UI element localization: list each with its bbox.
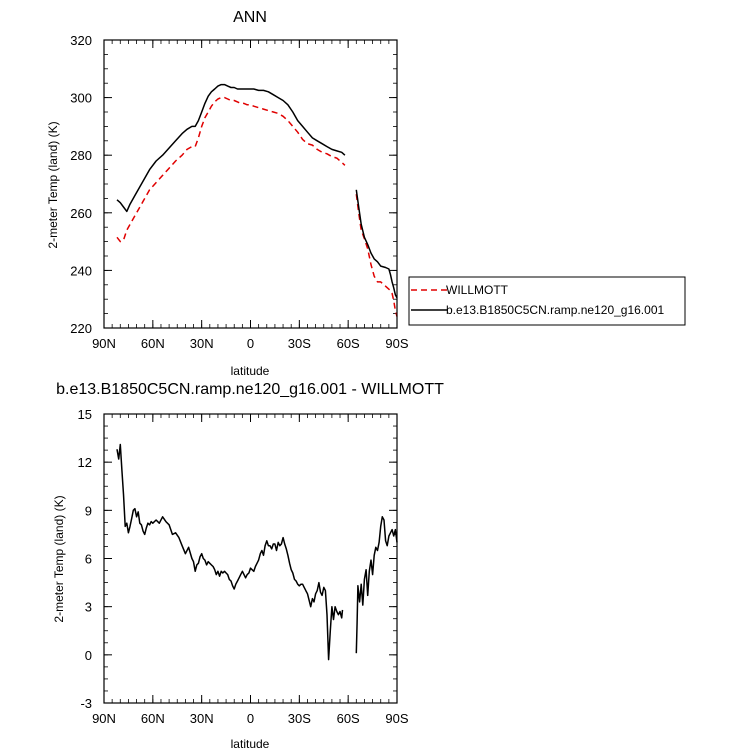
top-x-tick-label: 60N [141,336,165,351]
bottom-panel: b.e13.B1850C5CN.ramp.ne120_g16.001 - WIL… [52,381,444,751]
top-plot-frame [103,39,398,329]
top-chart-title: ANN [233,9,267,26]
legend-label-willmott: WILLMOTT [446,283,509,297]
top-y-axis-label: 2-meter Temp (land) (K) [46,121,60,248]
bottom-plot-frame [103,413,398,704]
bottom-x-tick-label: 60S [337,711,360,726]
bottom-x-tick-label: 30S [288,711,311,726]
top-y-tick-label: 300 [70,91,92,106]
bottom-series-model-line-2 [355,516,398,654]
top-y-tick-label: 260 [70,206,92,221]
top-x-tick-label: 60S [337,336,360,351]
bottom-y-tick-label: 15 [78,407,92,422]
legend-box [408,276,686,326]
bottom-x-tick-label: 0 [247,711,254,726]
top-series-model-line-1 [116,83,346,213]
bottom-y-tick-label: -3 [80,696,92,711]
top-series-willmott-line-2 [355,194,398,317]
top-x-tick-label: 0 [247,336,254,351]
top-x-tick-label: 30N [190,336,214,351]
legend: WILLMOTT b.e13.B1850C5CN.ramp.ne120_g16.… [408,276,686,326]
top-series-willmott-line-1 [116,96,346,243]
top-y-tick-label: 240 [70,263,92,278]
bottom-plot-area: 90N 60N 30N 0 30S 60S 90S -3 0 3 6 9 12 15 [78,407,409,726]
bottom-x-tick-label: 30N [190,711,214,726]
bottom-y-tick-label: 12 [78,455,92,470]
bottom-x-tick-label: 90N [92,711,116,726]
bottom-x-tick-label: 90S [385,711,408,726]
top-x-tick-label: 90N [92,336,116,351]
top-y-tick-label: 220 [70,321,92,336]
bottom-y-axis-label: 2-meter Temp (land) (K) [52,495,66,622]
top-plot-area: 90N 60N 30N 0 30S 60S 90S 220 240 260 280 300 320 [70,33,409,351]
bottom-x-tick-label: 60N [141,711,165,726]
bottom-y-tick-label: 6 [85,552,92,567]
top-series-model-line-2 [355,189,398,299]
bottom-series-model-line-1 [116,443,344,661]
top-y-tick-label: 280 [70,148,92,163]
bottom-y-tick-label: 3 [85,600,92,615]
legend-label-model: b.e13.B1850C5CN.ramp.ne120_g16.001 [446,303,664,317]
top-x-axis-label: latitude [231,364,270,378]
bottom-y-tick-label: 0 [85,648,92,663]
top-panel: ANN 90N 60N 30N 0 30S 60S 90S 220 240 260 280 300 32… [46,9,686,378]
top-x-tick-label: 90S [385,336,408,351]
top-y-tick-label: 320 [70,33,92,48]
bottom-y-tick-label: 9 [85,503,92,518]
top-x-tick-label: 30S [288,336,311,351]
bottom-x-axis-label: latitude [231,737,270,751]
bottom-chart-title: b.e13.B1850C5CN.ramp.ne120_g16.001 - WIL… [56,381,444,398]
